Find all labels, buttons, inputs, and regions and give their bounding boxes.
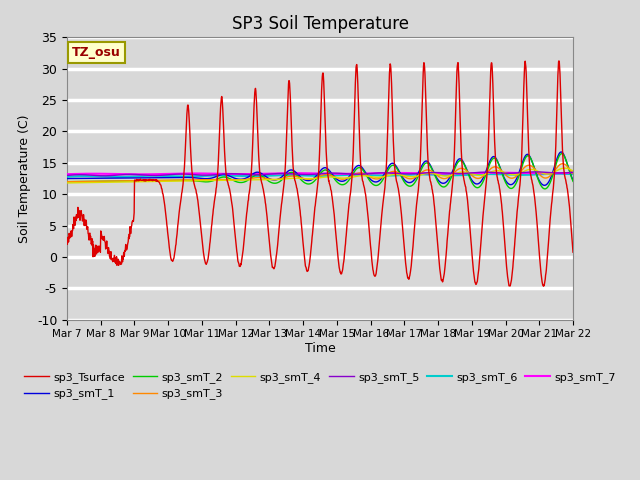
sp3_smT_7 — [63, 171, 71, 177]
sp3_smT_1 — [569, 177, 577, 183]
Line: sp3_smT_7: sp3_smT_7 — [67, 173, 573, 174]
sp3_smT_6 — [399, 172, 406, 178]
sp3_Tsurface — [163, 225, 171, 230]
sp3_smT_3 — [163, 177, 171, 183]
sp3_smT_7 — [495, 170, 502, 176]
Line: sp3_smT_1: sp3_smT_1 — [67, 152, 573, 185]
sp3_smT_5 — [63, 172, 71, 178]
sp3_smT_4 — [63, 180, 71, 186]
sp3_Tsurface — [398, 219, 406, 225]
Text: TZ_osu: TZ_osu — [72, 46, 121, 59]
sp3_Tsurface — [465, 204, 472, 210]
sp3_smT_7 — [233, 171, 241, 177]
Line: sp3_smT_3: sp3_smT_3 — [67, 164, 573, 181]
sp3_smT_6 — [113, 174, 120, 180]
sp3_smT_2 — [232, 179, 240, 184]
sp3_smT_5 — [164, 172, 172, 178]
sp3_smT_2 — [569, 179, 577, 184]
sp3_smT_5 — [176, 171, 184, 177]
sp3_smT_6 — [465, 172, 472, 178]
sp3_smT_6 — [554, 171, 561, 177]
sp3_smT_7 — [176, 171, 184, 177]
sp3_smT_1 — [557, 149, 565, 155]
sp3_smT_6 — [509, 172, 517, 178]
sp3_smT_5 — [569, 169, 577, 175]
sp3_smT_2 — [398, 175, 406, 181]
sp3_smT_2 — [175, 178, 183, 183]
sp3_smT_3 — [63, 179, 71, 184]
sp3_smT_1 — [232, 176, 240, 181]
sp3_smT_2 — [465, 171, 472, 177]
Y-axis label: Soil Temperature (C): Soil Temperature (C) — [19, 114, 31, 243]
sp3_Tsurface — [175, 206, 183, 212]
sp3_smT_4 — [561, 165, 568, 171]
Title: SP3 Soil Temperature: SP3 Soil Temperature — [232, 15, 408, 33]
Legend: sp3_Tsurface, sp3_smT_1, sp3_smT_2, sp3_smT_3, sp3_smT_4, sp3_smT_5, sp3_smT_6, : sp3_Tsurface, sp3_smT_1, sp3_smT_2, sp3_… — [20, 368, 620, 404]
sp3_smT_1 — [509, 181, 516, 187]
sp3_smT_1 — [398, 174, 406, 180]
sp3_smT_6 — [63, 174, 71, 180]
sp3_smT_2 — [509, 185, 516, 191]
sp3_Tsurface — [63, 240, 71, 246]
sp3_smT_6 — [569, 171, 577, 177]
sp3_smT_4 — [175, 178, 183, 184]
sp3_smT_1 — [63, 176, 71, 181]
sp3_smT_2 — [163, 178, 171, 183]
sp3_smT_7 — [569, 170, 577, 176]
sp3_smT_7 — [465, 170, 472, 176]
sp3_smT_3 — [465, 169, 472, 175]
Line: sp3_Tsurface: sp3_Tsurface — [67, 61, 573, 286]
sp3_smT_5 — [233, 171, 241, 177]
sp3_smT_5 — [532, 169, 540, 175]
Line: sp3_smT_6: sp3_smT_6 — [67, 174, 573, 177]
sp3_Tsurface — [569, 249, 577, 255]
sp3_smT_3 — [569, 171, 577, 177]
sp3_Tsurface — [540, 283, 547, 289]
sp3_Tsurface — [555, 58, 563, 64]
sp3_smT_6 — [164, 173, 172, 179]
sp3_smT_4 — [398, 172, 406, 178]
Line: sp3_smT_5: sp3_smT_5 — [67, 172, 573, 176]
sp3_smT_6 — [233, 173, 241, 179]
sp3_smT_6 — [176, 174, 184, 180]
sp3_Tsurface — [509, 264, 516, 270]
sp3_smT_5 — [399, 171, 406, 177]
sp3_smT_4 — [163, 178, 171, 184]
sp3_smT_7 — [509, 170, 517, 176]
sp3_Tsurface — [232, 242, 240, 248]
sp3_smT_5 — [100, 173, 108, 179]
sp3_smT_4 — [465, 170, 472, 176]
sp3_smT_2 — [558, 151, 566, 156]
sp3_smT_3 — [509, 175, 516, 181]
sp3_smT_2 — [63, 179, 71, 184]
X-axis label: Time: Time — [305, 342, 335, 355]
sp3_smT_3 — [232, 177, 240, 183]
sp3_smT_2 — [541, 186, 548, 192]
sp3_smT_4 — [509, 172, 516, 178]
sp3_smT_4 — [569, 168, 577, 174]
sp3_smT_7 — [138, 171, 145, 177]
sp3_smT_3 — [559, 161, 566, 167]
sp3_smT_3 — [398, 172, 406, 178]
sp3_smT_3 — [175, 177, 183, 183]
sp3_smT_4 — [232, 177, 240, 183]
sp3_smT_7 — [399, 170, 406, 176]
sp3_smT_7 — [164, 171, 172, 177]
sp3_smT_1 — [163, 175, 171, 180]
sp3_smT_5 — [509, 170, 517, 176]
sp3_smT_1 — [465, 170, 472, 176]
sp3_smT_1 — [175, 175, 183, 180]
sp3_smT_1 — [541, 182, 548, 188]
sp3_smT_5 — [465, 170, 472, 176]
Line: sp3_smT_4: sp3_smT_4 — [67, 168, 573, 183]
Line: sp3_smT_2: sp3_smT_2 — [67, 154, 573, 189]
